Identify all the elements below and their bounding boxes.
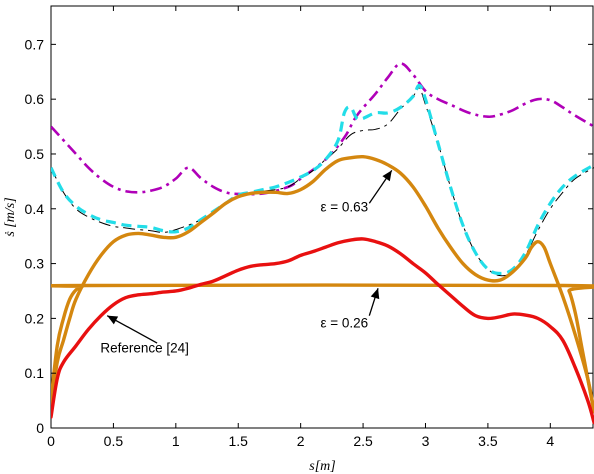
x-axis-label: s[m] (309, 459, 335, 474)
y-tick-label: 0.5 (25, 146, 45, 162)
annotation-arrowhead (107, 315, 119, 325)
annotation-label: ε = 0.26 (321, 316, 369, 331)
y-axis-label: ṡ [m/s] (3, 197, 18, 236)
series-line-3 (51, 83, 594, 276)
plot-frame (50, 5, 594, 429)
y-tick-label: 0.6 (25, 91, 45, 107)
y-tick-label: 0.7 (25, 36, 45, 52)
x-tick-label: 4 (546, 433, 554, 449)
x-tick-label: 0.5 (104, 433, 124, 449)
annotation-arrowhead (382, 170, 392, 182)
x-tick-label: 0 (47, 433, 55, 449)
x-tick-label: 3.5 (478, 433, 498, 449)
annotation-label: Reference [24] (100, 340, 189, 355)
series-line-2 (51, 87, 594, 277)
series-layer (51, 62, 594, 425)
annotation-layer: ε = 0.63 ε = 0.26 Reference [24] (100, 170, 393, 355)
annotation-label: ε = 0.63 (321, 200, 369, 215)
y-tick-label: 0 (36, 420, 44, 436)
series-line-4 (51, 154, 594, 414)
x-tick-label: 3 (422, 433, 430, 449)
x-tick-label: 1.5 (229, 433, 249, 449)
x-tick-label: 2.5 (353, 433, 373, 449)
x-tick-label: 1 (172, 433, 180, 449)
y-tick-label: 0.1 (25, 365, 45, 381)
y-tick-label: 0.3 (25, 256, 45, 272)
y-tick-label: 0.2 (25, 310, 45, 326)
tick-layer: 0 0.5 1 1.5 2 2.5 3 3.5 4 0 0.1 0.2 0.3 0.4 0.5 0.6 0.7 (25, 6, 593, 449)
annotation-arrowhead (370, 288, 380, 300)
series-line-1 (51, 62, 594, 196)
x-tick-label: 2 (297, 433, 305, 449)
series-line-6 (51, 237, 594, 425)
y-tick-label: 0.4 (25, 201, 45, 217)
